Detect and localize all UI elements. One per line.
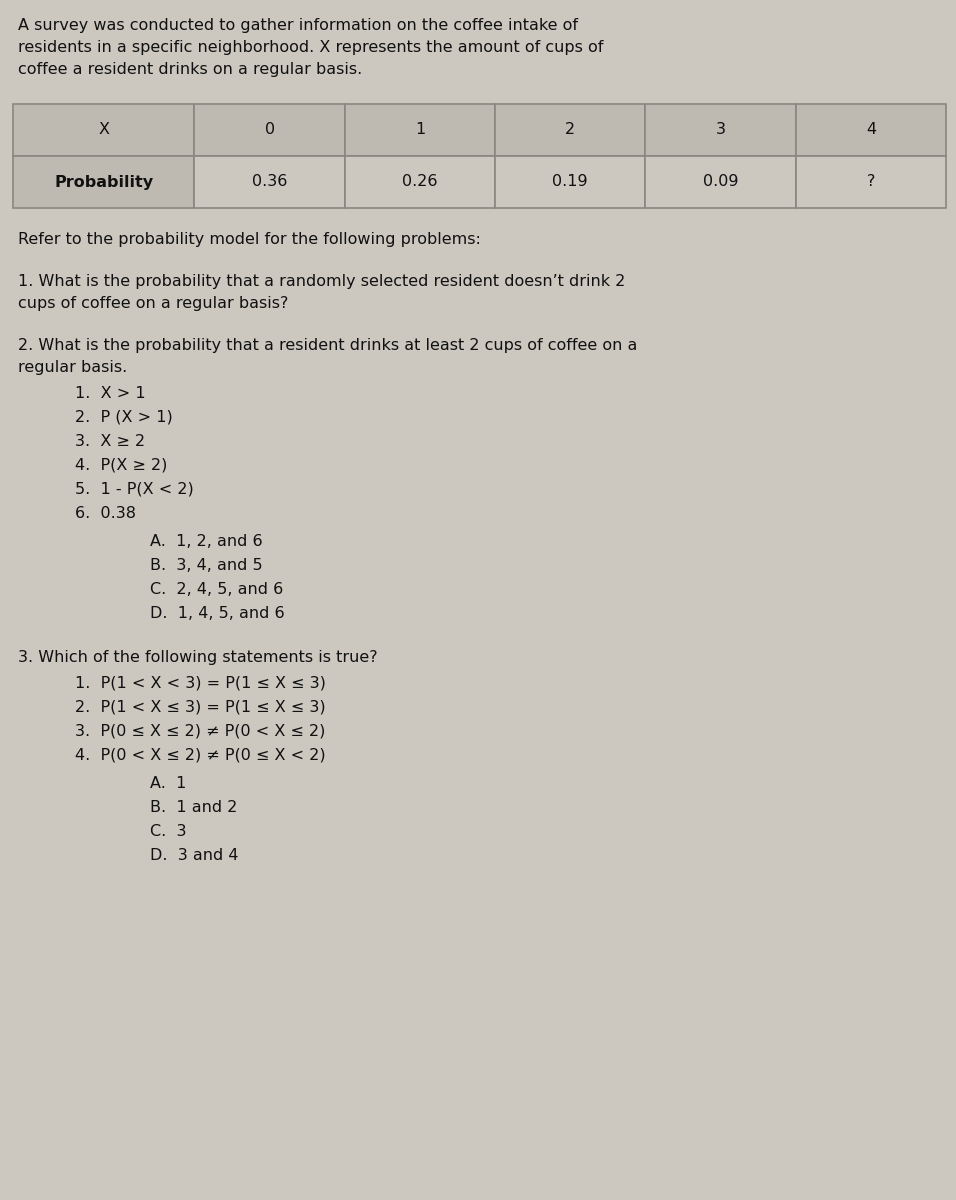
Text: B.  3, 4, and 5: B. 3, 4, and 5 — [150, 558, 263, 572]
Text: Refer to the probability model for the following problems:: Refer to the probability model for the f… — [18, 232, 481, 247]
Bar — [345, 156, 495, 208]
Text: regular basis.: regular basis. — [18, 360, 127, 374]
Text: 2. What is the probability that a resident drinks at least 2 cups of coffee on a: 2. What is the probability that a reside… — [18, 338, 638, 353]
Text: C.  3: C. 3 — [150, 824, 186, 839]
Text: 3.  X ≥ 2: 3. X ≥ 2 — [75, 434, 145, 449]
Bar — [495, 156, 645, 208]
Text: residents in a specific neighborhood. X represents the amount of cups of: residents in a specific neighborhood. X … — [18, 40, 603, 55]
Text: 1: 1 — [415, 122, 425, 138]
Text: A.  1, 2, and 6: A. 1, 2, and 6 — [150, 534, 263, 550]
Text: A.  1: A. 1 — [150, 776, 186, 791]
Text: 4.  P(X ≥ 2): 4. P(X ≥ 2) — [75, 458, 167, 473]
Text: coffee a resident drinks on a regular basis.: coffee a resident drinks on a regular ba… — [18, 62, 362, 77]
Text: B.  1 and 2: B. 1 and 2 — [150, 800, 237, 815]
Text: 2.  P(1 < X ≤ 3) = P(1 ≤ X ≤ 3): 2. P(1 < X ≤ 3) = P(1 ≤ X ≤ 3) — [75, 700, 326, 715]
Text: 0.19: 0.19 — [553, 174, 588, 190]
Text: ?: ? — [867, 174, 875, 190]
Text: 3: 3 — [715, 122, 726, 138]
Text: cups of coffee on a regular basis?: cups of coffee on a regular basis? — [18, 296, 289, 311]
Bar — [795, 104, 946, 156]
Bar — [495, 104, 645, 156]
Text: 4.  P(0 < X ≤ 2) ≠ P(0 ≤ X < 2): 4. P(0 < X ≤ 2) ≠ P(0 ≤ X < 2) — [75, 748, 326, 763]
Bar — [13, 104, 194, 156]
Text: A survey was conducted to gather information on the coffee intake of: A survey was conducted to gather informa… — [18, 18, 578, 32]
Text: X: X — [98, 122, 109, 138]
Text: 1.  P(1 < X < 3) = P(1 ≤ X ≤ 3): 1. P(1 < X < 3) = P(1 ≤ X ≤ 3) — [75, 676, 326, 691]
Text: C.  2, 4, 5, and 6: C. 2, 4, 5, and 6 — [150, 582, 283, 596]
Text: D.  3 and 4: D. 3 and 4 — [150, 848, 238, 863]
Text: 1.  X > 1: 1. X > 1 — [75, 386, 145, 401]
Bar — [795, 156, 946, 208]
Text: 1. What is the probability that a randomly selected resident doesn’t drink 2: 1. What is the probability that a random… — [18, 274, 625, 289]
Text: 6.  0.38: 6. 0.38 — [75, 506, 136, 521]
Text: 3.  P(0 ≤ X ≤ 2) ≠ P(0 < X ≤ 2): 3. P(0 ≤ X ≤ 2) ≠ P(0 < X ≤ 2) — [75, 724, 325, 739]
Text: 4: 4 — [866, 122, 876, 138]
Bar — [194, 104, 345, 156]
Bar — [645, 104, 795, 156]
Text: 0.09: 0.09 — [703, 174, 738, 190]
Bar — [645, 156, 795, 208]
Text: 2.  P (X > 1): 2. P (X > 1) — [75, 410, 173, 425]
Bar — [13, 156, 194, 208]
Text: 3. Which of the following statements is true?: 3. Which of the following statements is … — [18, 650, 378, 665]
Text: D.  1, 4, 5, and 6: D. 1, 4, 5, and 6 — [150, 606, 285, 622]
Text: 0: 0 — [265, 122, 274, 138]
Text: 5.  1 - P(X < 2): 5. 1 - P(X < 2) — [75, 482, 194, 497]
Text: 2: 2 — [565, 122, 576, 138]
Text: Probability: Probability — [54, 174, 153, 190]
Bar — [345, 104, 495, 156]
Text: 0.26: 0.26 — [402, 174, 438, 190]
Text: 0.36: 0.36 — [251, 174, 287, 190]
Bar — [194, 156, 345, 208]
